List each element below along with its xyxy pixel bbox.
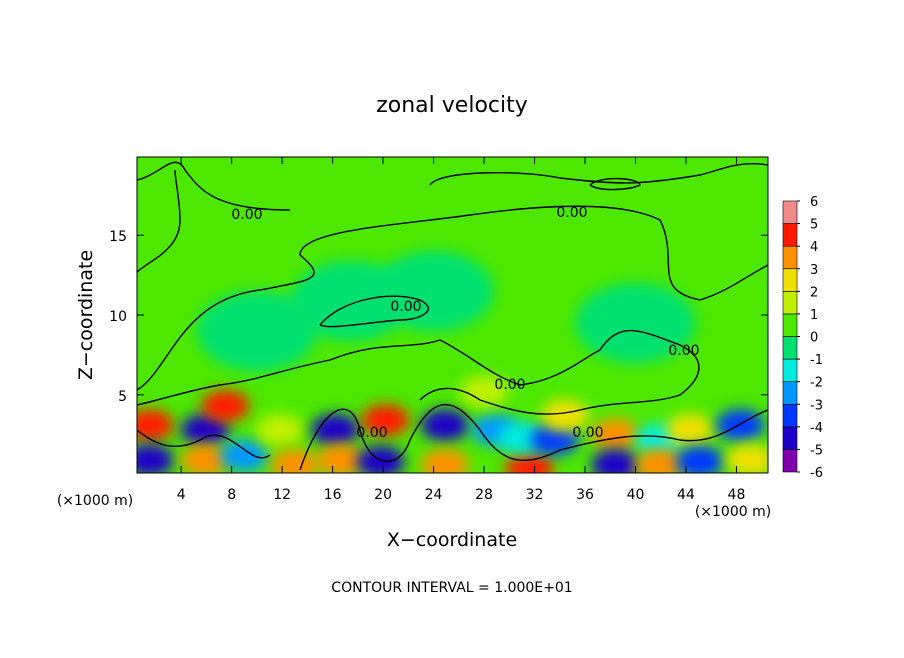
field-blob: [460, 375, 509, 408]
colorbar-tick-label: -6: [810, 466, 823, 481]
colorbar-tick-label: -1: [810, 353, 823, 368]
x-tick-label: 20: [374, 487, 392, 503]
y-tick-label: 10: [109, 309, 127, 325]
colorbar-tick-label: 3: [810, 263, 818, 278]
colorbar-tick-label: -2: [810, 376, 823, 391]
x-tick-label: 28: [475, 487, 493, 503]
x-tick-label: 48: [728, 487, 746, 503]
field: [137, 157, 768, 473]
field-blob: [726, 444, 768, 473]
x-tick-label: 16: [324, 487, 342, 503]
field-blob: [665, 413, 714, 446]
field-blob: [316, 444, 365, 473]
field-blob: [201, 389, 250, 422]
field-blob: [591, 449, 640, 473]
x-tick-label: 8: [227, 487, 236, 503]
x-tick-label: 44: [677, 487, 695, 503]
contour-line: [137, 205, 768, 391]
colorbar-tick-label: 1: [810, 308, 818, 323]
field-blob: [635, 449, 684, 473]
colorbar-swatch: [782, 403, 798, 428]
colorbar-swatch: [782, 336, 798, 360]
x-tick-label: 4: [177, 487, 186, 503]
field-blob: [361, 404, 410, 437]
contour-label: 0.00: [668, 343, 699, 359]
x-tick-label: 24: [425, 487, 443, 503]
contour-label: 0.00: [231, 207, 262, 223]
field-blob: [181, 444, 230, 473]
x-axis-label: X−coordinate: [387, 529, 517, 551]
y-tick-label: 15: [109, 229, 127, 245]
field-blob: [716, 409, 765, 442]
colorbar-swatch: [782, 291, 798, 315]
contour-label: 0.00: [572, 425, 603, 441]
colorbar-tick-label: 0: [810, 331, 818, 346]
field-blob: [675, 445, 724, 473]
field-blob: [181, 413, 230, 446]
field-blob: [591, 418, 640, 451]
colorbar-tick-label: 2: [810, 285, 818, 300]
field-blob: [420, 409, 469, 442]
x-tick-label: 12: [273, 487, 291, 503]
chart-title: zonal velocity: [376, 93, 528, 118]
y-unit: (×1000 m): [695, 504, 771, 520]
colorbar-swatch: [782, 381, 798, 405]
contour-line: [137, 329, 700, 415]
colorbar-swatch: [782, 449, 798, 473]
contour-label: 0.00: [356, 425, 387, 441]
field-blob: [420, 449, 469, 473]
colorbar-swatch: [782, 268, 798, 292]
field-blob: [373, 251, 494, 332]
contour-label: 0.00: [494, 377, 525, 393]
x-tick-label: 40: [627, 487, 645, 503]
y-tick-label: 5: [118, 389, 127, 405]
colorbar-swatch: [782, 200, 798, 224]
field-blob: [137, 444, 174, 473]
colorbar-swatch: [782, 313, 798, 337]
contour-line: [429, 162, 768, 191]
contour-line: [319, 295, 429, 328]
x-tick-label: 36: [576, 487, 594, 503]
colorbar-tick-label: 4: [810, 240, 818, 255]
colorbar-tick-label: 5: [810, 218, 818, 233]
y-axis-label: Z−coordinate: [75, 250, 97, 380]
contour-line: [137, 403, 768, 471]
field-blob: [270, 449, 319, 473]
field-blob: [540, 399, 589, 432]
contour-label: 0.00: [556, 205, 587, 221]
colorbar-tick-label: 6: [810, 195, 818, 210]
x-unit: (×1000 m): [57, 493, 133, 509]
field-blob: [196, 290, 317, 371]
colorbar-tick-label: -3: [810, 398, 823, 413]
contour-label: 0.00: [390, 299, 421, 315]
colorbar-swatch: [782, 426, 798, 450]
footer-note: CONTOUR INTERVAL = 1.000E+01: [331, 580, 572, 596]
field-blob: [505, 452, 554, 473]
field-blob: [255, 413, 304, 446]
colorbar-swatch: [782, 245, 798, 270]
colorbar-tick-label: -4: [810, 421, 823, 436]
contour-line: [137, 161, 291, 273]
contour-lines: [137, 161, 768, 471]
colorbar-swatch: [782, 223, 798, 247]
colorbar-tick-label: -5: [810, 443, 823, 458]
field-blob: [137, 409, 174, 442]
x-tick-label: 32: [526, 487, 544, 503]
colorbar-swatch: [782, 358, 798, 382]
field-blob: [220, 439, 269, 472]
